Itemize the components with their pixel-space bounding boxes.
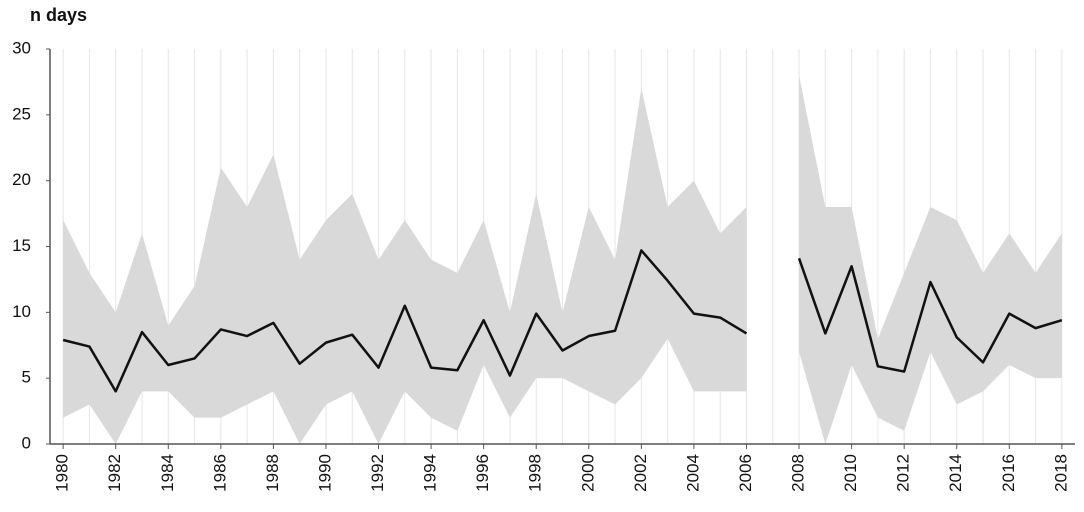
- y-tick-label: 10: [12, 302, 31, 321]
- x-tick-label: 2004: [683, 454, 702, 492]
- x-tick-label: 1992: [368, 454, 387, 492]
- x-tick-label: 1988: [263, 454, 282, 492]
- x-tick-label: 2010: [841, 454, 860, 492]
- range-band: [63, 88, 747, 444]
- x-tick-label: 1996: [473, 454, 492, 492]
- x-tick-label: 1982: [105, 454, 124, 492]
- mean-line: [62, 249, 748, 393]
- x-tick-label: 2018: [1051, 454, 1070, 492]
- x-tick-label: 2006: [736, 454, 755, 492]
- x-tick-label: 1986: [210, 454, 229, 492]
- y-tick-label: 5: [22, 368, 31, 387]
- x-tick-label: 2014: [946, 454, 965, 492]
- x-tick-label: 2016: [999, 454, 1018, 492]
- x-tick-label: 1994: [421, 454, 440, 492]
- x-tick-label: 2008: [789, 454, 808, 492]
- x-tick-label: 2002: [631, 454, 650, 492]
- y-tick-label: 15: [12, 236, 31, 255]
- y-tick-label: 25: [12, 104, 31, 123]
- x-tick-label: 1984: [158, 454, 177, 492]
- range-band: [799, 75, 1062, 444]
- x-tick-label: 2000: [578, 454, 597, 492]
- y-tick-label: 30: [12, 38, 31, 57]
- mean-line: [797, 257, 1063, 373]
- x-tick-label: 1980: [53, 454, 72, 492]
- x-tick-label: 1990: [315, 454, 334, 492]
- y-axis-label: n days: [30, 5, 87, 25]
- y-tick-label: 0: [22, 433, 31, 452]
- x-tick-label: 2012: [894, 454, 913, 492]
- y-tick-label: 20: [12, 170, 31, 189]
- x-tick-label: 1998: [526, 454, 545, 492]
